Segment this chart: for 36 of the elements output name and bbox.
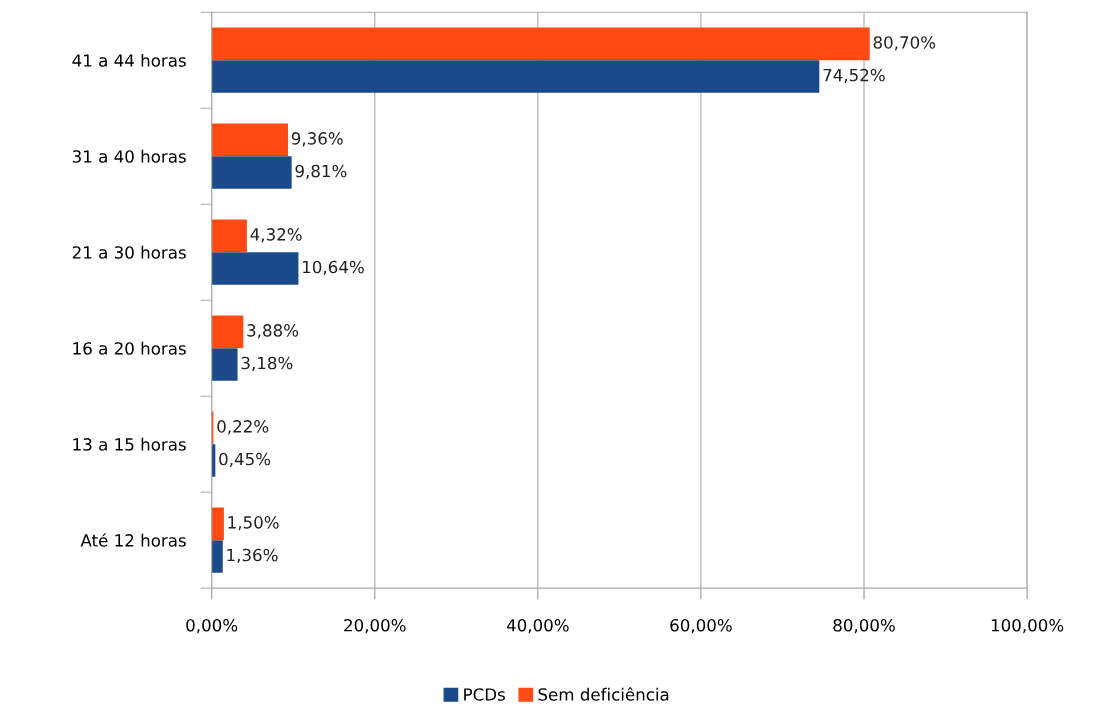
y-tick-label: Até 12 horas bbox=[80, 533, 186, 547]
data-label: 9,36% bbox=[291, 132, 343, 147]
legend-label: PCDs bbox=[464, 688, 505, 701]
y-tick-label: 21 a 30 horas bbox=[72, 245, 186, 259]
x-tick-label: 40,00% bbox=[506, 618, 569, 634]
data-label: 4,32% bbox=[250, 228, 302, 243]
bar bbox=[211, 348, 238, 381]
x-tick-label: 0,00% bbox=[186, 618, 238, 634]
data-label: 3,88% bbox=[247, 324, 299, 339]
y-tick-label: 31 a 40 horas bbox=[72, 149, 186, 163]
data-label: 10,64% bbox=[303, 260, 364, 276]
x-tick-label: 20,00% bbox=[344, 618, 406, 634]
bar bbox=[211, 315, 244, 349]
x-tick-label: 100,00% bbox=[991, 618, 1064, 634]
bar bbox=[211, 219, 247, 253]
bar bbox=[211, 507, 224, 541]
y-tick-label: 13 a 15 horas bbox=[73, 437, 186, 451]
bar bbox=[211, 123, 288, 157]
bar bbox=[211, 540, 223, 573]
legend-label: Sem deficiência bbox=[538, 687, 669, 701]
data-label: 1,36% bbox=[227, 548, 278, 563]
data-label: 9,81% bbox=[295, 164, 347, 180]
x-tick-label: 60,00% bbox=[670, 618, 732, 634]
data-label: 3,18% bbox=[241, 356, 293, 372]
data-label: 1,50% bbox=[228, 516, 279, 531]
data-label: 0,22% bbox=[217, 420, 269, 435]
bar bbox=[211, 156, 292, 189]
data-label: 0,45% bbox=[219, 452, 271, 468]
bar bbox=[211, 60, 820, 93]
y-tick-label: 41 a 44 horas bbox=[72, 53, 186, 67]
data-label: 74,52% bbox=[823, 68, 885, 84]
bar bbox=[211, 252, 299, 285]
bar bbox=[211, 27, 870, 61]
data-label: 80,70% bbox=[873, 36, 936, 51]
x-tick-label: 80,00% bbox=[833, 618, 895, 634]
y-tick-label: 16 a 20 horas bbox=[73, 341, 186, 355]
